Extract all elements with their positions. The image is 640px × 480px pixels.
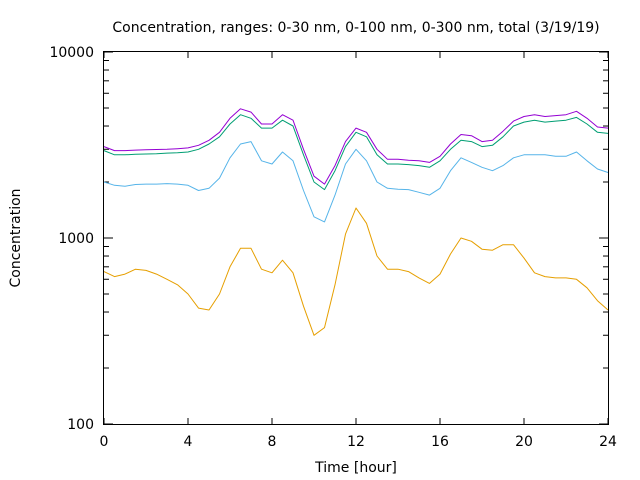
x-tick-label: 8 xyxy=(268,434,277,450)
x-axis-label: Time [hour] xyxy=(314,460,397,476)
series-line-2 xyxy=(103,141,609,223)
x-tick-label: 24 xyxy=(599,434,617,450)
y-tick-label: 10000 xyxy=(49,45,94,61)
y-tick-label: 100 xyxy=(67,417,94,433)
plot-frame xyxy=(103,51,609,425)
y-tick-label: 1000 xyxy=(58,231,94,247)
x-tick-label: 0 xyxy=(100,434,109,450)
chart-title: Concentration, ranges: 0-30 nm, 0-100 nm… xyxy=(112,20,599,36)
series-line-4 xyxy=(103,108,609,185)
x-tick-label: 4 xyxy=(184,434,193,450)
x-tick-label: 16 xyxy=(431,434,449,450)
series-line-3 xyxy=(103,114,609,191)
y-axis-label: Concentration xyxy=(8,188,24,287)
x-tick-label: 20 xyxy=(515,434,533,450)
x-tick-label: 12 xyxy=(347,434,365,450)
series-line-1 xyxy=(103,207,609,336)
